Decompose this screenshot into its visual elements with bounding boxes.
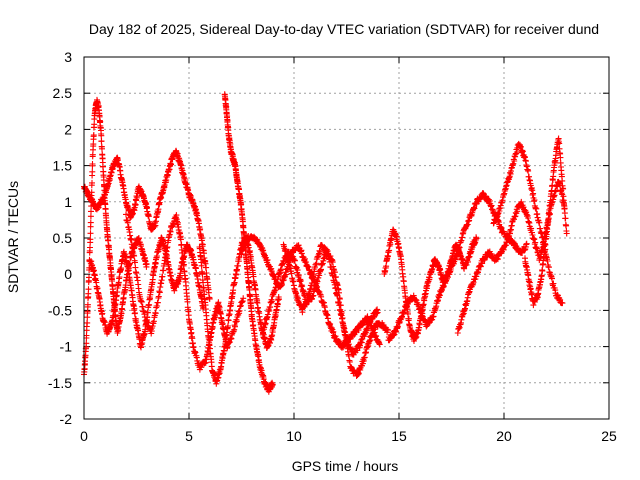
x-tick-label: 15 bbox=[391, 428, 407, 444]
x-tick-label: 10 bbox=[286, 428, 302, 444]
series-track-j bbox=[381, 226, 480, 344]
x-tick-label: 5 bbox=[185, 428, 193, 444]
x-tick-label: 25 bbox=[601, 428, 617, 444]
y-tick-label: -2 bbox=[60, 411, 73, 427]
series-track-f bbox=[221, 91, 276, 395]
chart-title: Day 182 of 2025, Sidereal Day-to-day VTE… bbox=[89, 21, 599, 37]
y-tick-label: 1.5 bbox=[53, 158, 73, 174]
y-tick-label: -0.5 bbox=[48, 302, 72, 318]
series-track-d bbox=[123, 211, 247, 373]
y-tick-label: 2.5 bbox=[53, 85, 73, 101]
plot-frame bbox=[83, 56, 610, 420]
series-track-c bbox=[87, 234, 207, 351]
y-tick-label: 2 bbox=[64, 121, 72, 137]
x-axis-label: GPS time / hours bbox=[292, 458, 399, 474]
series-track-m bbox=[490, 140, 566, 307]
x-tick-label: 20 bbox=[496, 428, 512, 444]
y-tick-label: 1 bbox=[64, 194, 72, 210]
y-tick-label: 3 bbox=[64, 49, 72, 65]
series-track-i bbox=[280, 241, 381, 358]
x-tick-label: 0 bbox=[80, 428, 88, 444]
series-track-n bbox=[522, 135, 570, 309]
y-tick-label: 0 bbox=[64, 266, 72, 282]
grid-lines bbox=[84, 57, 609, 419]
data-series bbox=[81, 91, 570, 395]
y-axis-label: SDTVAR / TECUs bbox=[5, 181, 21, 293]
y-tick-label: -1 bbox=[60, 339, 73, 355]
y-tick-label: -1.5 bbox=[48, 375, 72, 391]
series-track-l bbox=[454, 178, 568, 336]
y-tick-label: 0.5 bbox=[53, 230, 73, 246]
